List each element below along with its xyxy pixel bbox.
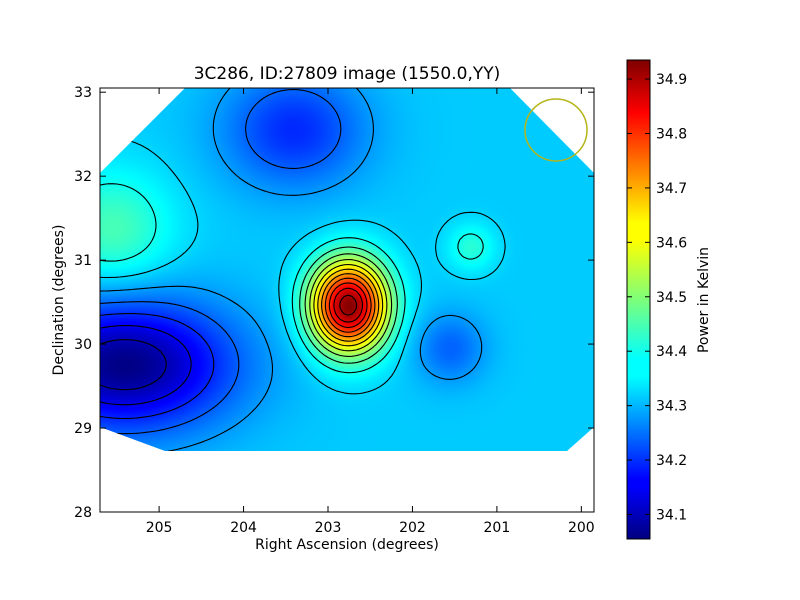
colorbar-tick-label: 34.2 bbox=[656, 453, 687, 469]
contour-line bbox=[304, 253, 393, 357]
beam-circle-marker bbox=[524, 98, 588, 162]
contour-line bbox=[333, 287, 364, 323]
contour-line bbox=[321, 273, 376, 338]
y-axis-ticks: 28 29 30 31 32 33 bbox=[74, 85, 594, 521]
contour-line bbox=[100, 325, 192, 406]
plot-frame bbox=[99, 87, 595, 513]
colorbar-tick-label: 34.7 bbox=[656, 181, 687, 197]
contour-line bbox=[339, 294, 358, 316]
colorbar-label: Power in Kelvin bbox=[696, 247, 712, 353]
colorbar-gradient bbox=[626, 59, 651, 540]
contour-line bbox=[317, 268, 380, 342]
y-tick-label: 31 bbox=[74, 253, 92, 269]
x-tick-label: 203 bbox=[315, 520, 342, 536]
x-tick-label: 205 bbox=[146, 520, 173, 536]
heatmap-image bbox=[100, 88, 594, 451]
x-tick-label: 204 bbox=[230, 520, 257, 536]
x-tick-label: 202 bbox=[399, 520, 426, 536]
x-tick-label: 201 bbox=[484, 520, 511, 536]
y-tick-label: 33 bbox=[74, 85, 92, 101]
chart-title: 3C286, ID:27809 image (1550.0,YY) bbox=[194, 64, 501, 84]
y-tick-label: 29 bbox=[74, 421, 92, 437]
contour-line bbox=[100, 313, 215, 420]
colorbar-ticks: 34.1 34.2 34.3 34.4 34.5 34.6 34.7 34.8 34.9 bbox=[627, 72, 687, 524]
contour-line bbox=[299, 246, 398, 364]
contour-line bbox=[100, 88, 483, 451]
x-axis-ticks: 205 204 203 202 201 200 bbox=[146, 88, 595, 536]
y-tick-label: 32 bbox=[74, 169, 92, 185]
contour-lines bbox=[100, 88, 506, 451]
contour-line bbox=[324, 277, 372, 333]
colorbar-tick-label: 34.8 bbox=[656, 126, 687, 142]
x-axis-label: Right Ascension (degrees) bbox=[255, 537, 439, 553]
contour-line bbox=[328, 282, 368, 329]
contour-line bbox=[309, 258, 388, 352]
x-tick-label: 200 bbox=[568, 520, 595, 536]
colorbar-tick-label: 34.6 bbox=[656, 235, 687, 251]
contour-line bbox=[100, 183, 484, 374]
y-tick-label: 28 bbox=[74, 505, 92, 521]
contour-line bbox=[100, 88, 342, 435]
y-axis-label: Declination (degrees) bbox=[51, 225, 67, 376]
colorbar-tick-label: 34.3 bbox=[656, 399, 687, 415]
colorbar-tick-label: 34.4 bbox=[656, 344, 687, 360]
colorbar-tick-label: 34.5 bbox=[656, 290, 687, 306]
contour-line bbox=[100, 339, 167, 391]
colorbar: 34.1 34.2 34.3 34.4 34.5 34.6 34.7 34.8 34.9 Pow… bbox=[626, 59, 712, 540]
y-tick-label: 30 bbox=[74, 337, 92, 353]
plot-area: 205 204 203 202 201 200 28 29 30 31 32 33 bbox=[74, 85, 595, 536]
colorbar-tick-label: 34.1 bbox=[656, 508, 687, 524]
contour-line bbox=[313, 263, 384, 347]
colorbar-tick-label: 34.9 bbox=[656, 72, 687, 88]
